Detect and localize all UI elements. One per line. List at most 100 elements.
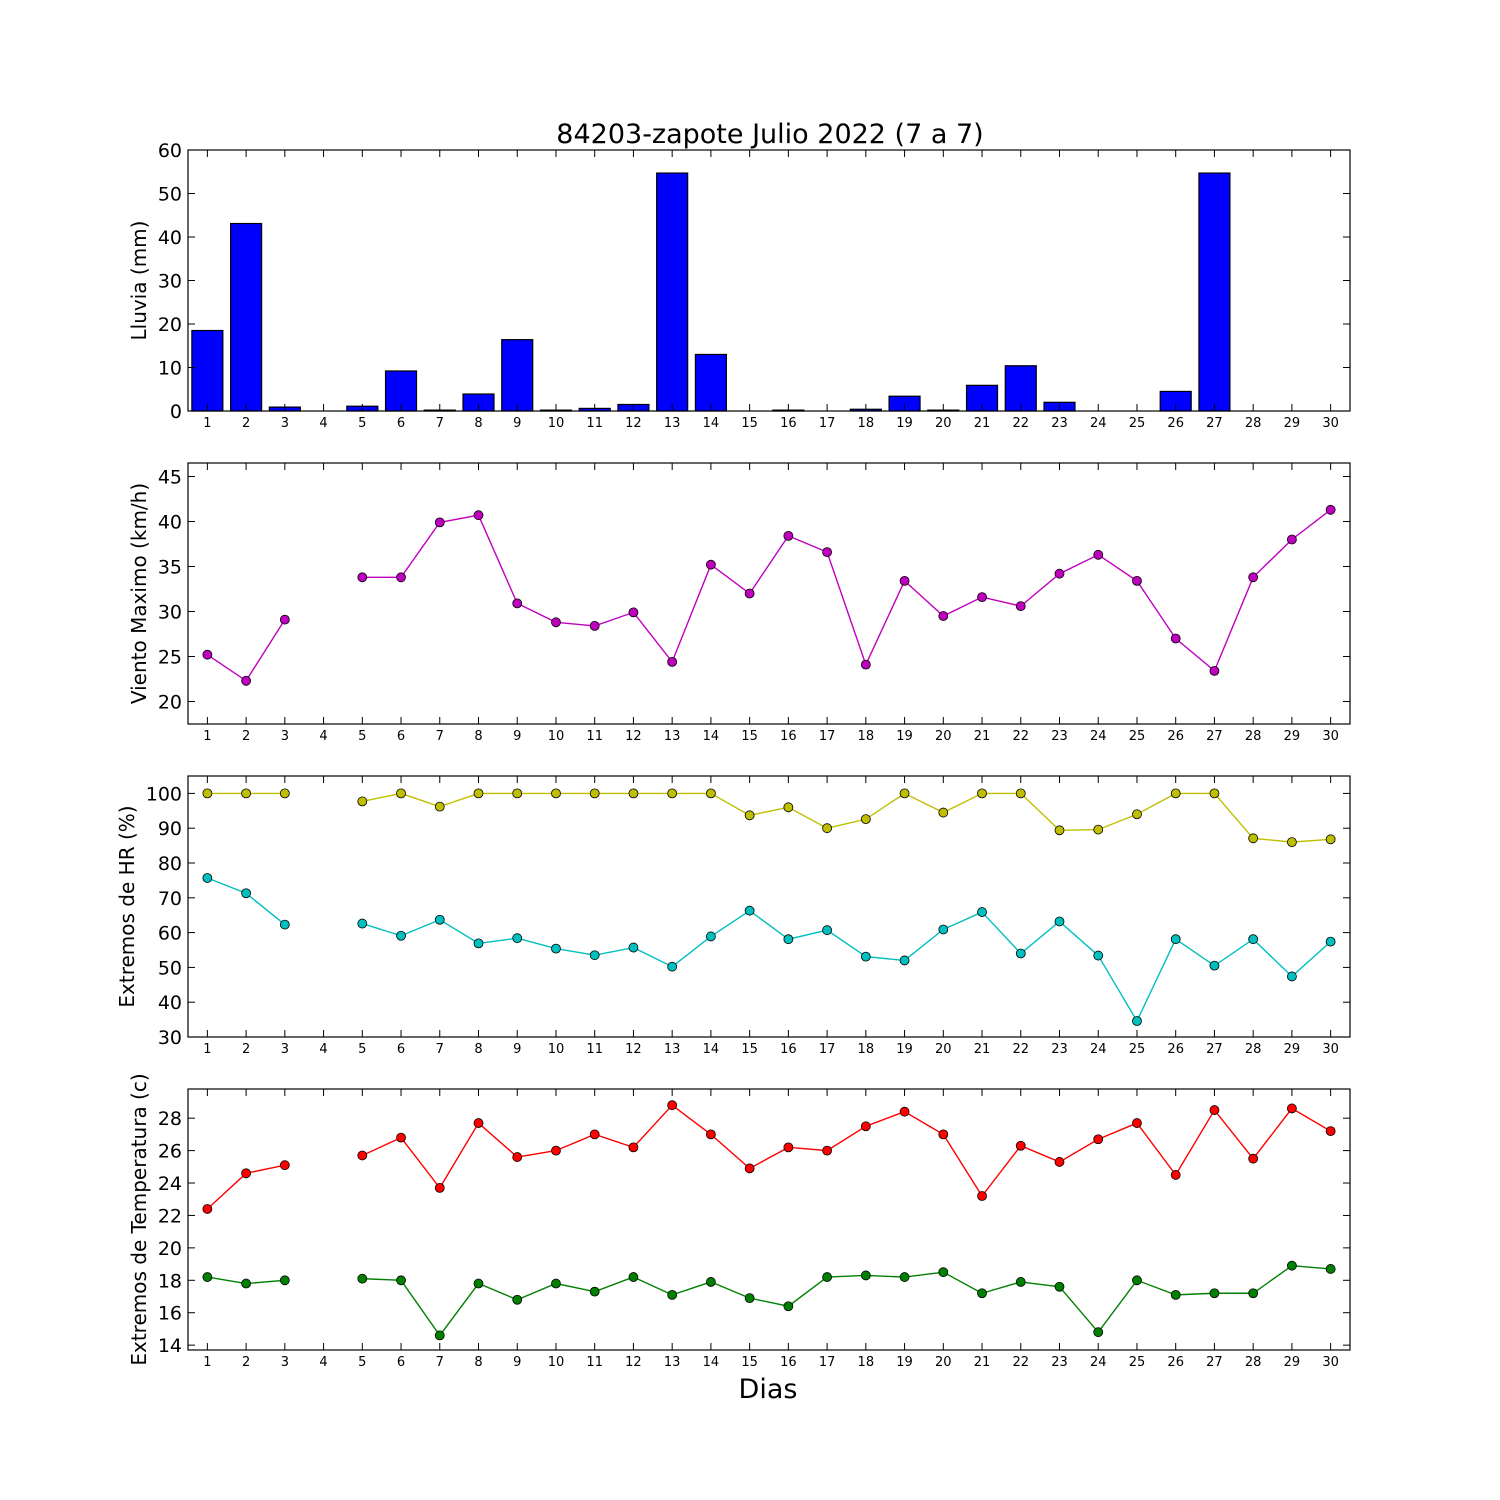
data-point (628, 1142, 639, 1153)
y-axis-label: Lluvia (mm) (127, 221, 151, 341)
x-tick-label: 27 (1206, 1355, 1223, 1370)
x-tick-label: 20 (935, 1042, 952, 1057)
x-tick-label: 17 (819, 1042, 836, 1057)
data-point (744, 1293, 755, 1304)
x-tick-label: 7 (436, 416, 444, 431)
data-point (1287, 534, 1297, 545)
x-tick-label: 27 (1206, 729, 1223, 744)
data-point (241, 888, 252, 899)
data-point (512, 1294, 523, 1305)
x-tick-label: 1 (203, 729, 211, 744)
x-tick-label: 16 (780, 416, 797, 431)
y-tick-label: 22 (158, 1205, 182, 1227)
data-point (279, 1275, 290, 1286)
data-point (667, 1100, 678, 1111)
data-point (783, 531, 794, 541)
x-tick-label: 14 (703, 1042, 720, 1057)
x-tick-label: 5 (358, 416, 366, 431)
data-point (899, 576, 910, 586)
bar (191, 329, 224, 412)
data-point (589, 1286, 600, 1297)
x-tick-label: 26 (1167, 1042, 1184, 1057)
x-tick-label: 16 (780, 1042, 797, 1057)
series-line (362, 1104, 1331, 1198)
x-tick-label: 4 (319, 729, 327, 744)
plot-frame (187, 1088, 1351, 1351)
data-point (357, 572, 368, 583)
x-tick-label: 19 (896, 1355, 913, 1370)
x-tick-label: 6 (397, 729, 405, 744)
y-tick-label: 20 (158, 314, 182, 336)
data-point (434, 1330, 445, 1341)
x-tick-label: 12 (625, 1042, 642, 1057)
x-tick-label: 18 (858, 1355, 875, 1370)
data-point (1170, 1289, 1181, 1300)
data-point (899, 1272, 910, 1282)
data-point (1170, 934, 1181, 945)
data-point (860, 1121, 871, 1132)
x-tick-label: 6 (397, 1042, 405, 1057)
x-tick-label: 25 (1129, 1042, 1146, 1057)
data-point (473, 1118, 484, 1128)
x-tick-label: 26 (1167, 416, 1184, 431)
y-tick-label: 16 (158, 1303, 182, 1325)
data-point (512, 598, 523, 609)
x-tick-label: 26 (1167, 729, 1184, 744)
y-tick-label: 40 (158, 512, 182, 534)
data-point (1093, 950, 1104, 961)
data-point (551, 1278, 561, 1289)
y-axis-label: Viento Maximo (km/h) (127, 483, 151, 704)
x-tick-label: 12 (625, 416, 642, 431)
x-tick-label: 10 (548, 1355, 565, 1370)
x-tick-label: 13 (664, 729, 681, 744)
y-tick-label: 50 (158, 957, 182, 979)
x-tick-label: 9 (513, 1355, 521, 1370)
x-tick-label: 21 (974, 1355, 991, 1370)
data-point (783, 1301, 794, 1312)
data-point (899, 955, 910, 966)
y-tick-label: 28 (158, 1108, 182, 1130)
data-point (241, 1278, 252, 1289)
y-tick-label: 18 (158, 1270, 182, 1292)
x-tick-label: 10 (548, 416, 565, 431)
x-tick-label: 13 (664, 1042, 681, 1057)
x-tick-label: 5 (358, 1042, 366, 1057)
data-point (202, 873, 213, 883)
y-tick-label: 50 (158, 184, 182, 206)
data-point (1287, 1103, 1297, 1114)
x-tick-label: 22 (1012, 416, 1029, 431)
x-axis-label: Dias (739, 1374, 798, 1405)
data-point (434, 517, 445, 528)
data-point (512, 933, 523, 944)
data-point (706, 931, 716, 942)
data-point (589, 788, 600, 799)
data-point (1325, 834, 1336, 845)
data-point (551, 617, 561, 628)
data-point (473, 1278, 484, 1289)
data-point (822, 547, 832, 557)
y-tick-label: 14 (158, 1335, 182, 1357)
x-tick-label: 2 (242, 1355, 250, 1370)
x-tick-label: 3 (281, 416, 289, 431)
data-point (279, 788, 290, 799)
x-tick-label: 30 (1322, 416, 1339, 431)
y-axis-label: Extremos de HR (%) (115, 805, 139, 1007)
series-line (362, 909, 1332, 1023)
y-tick-label: 45 (158, 467, 182, 489)
data-point (357, 796, 368, 807)
x-tick-label: 28 (1245, 1042, 1262, 1057)
data-point (822, 1145, 832, 1156)
chart-title: 84203-zapote Julio 2022 (7 a 7) (556, 119, 983, 150)
x-tick-label: 18 (858, 416, 875, 431)
data-point (1287, 1260, 1297, 1271)
data-point (434, 914, 445, 925)
y-tick-label: 30 (158, 271, 182, 293)
data-point (434, 801, 445, 812)
data-point (279, 614, 290, 625)
data-point (938, 611, 949, 621)
x-tick-label: 29 (1284, 1042, 1301, 1057)
x-tick-label: 28 (1245, 416, 1262, 431)
x-tick-label: 7 (436, 1042, 444, 1057)
data-point (1248, 1288, 1259, 1299)
data-point (1093, 1327, 1104, 1338)
